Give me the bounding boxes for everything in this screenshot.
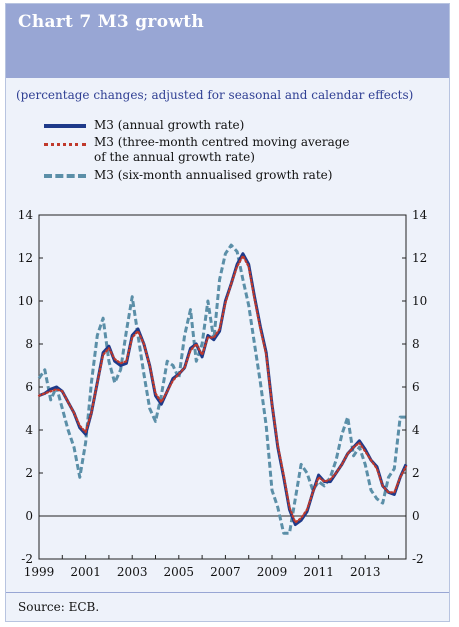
y-tick-label-left: 8 [25, 337, 33, 351]
x-tick-label: 2007 [210, 565, 241, 579]
y-tick-label-left: 12 [18, 251, 33, 265]
legend-swatch-dashed [44, 174, 86, 178]
y-tick-label-right: 0 [412, 509, 420, 523]
legend-swatch-solid [44, 124, 86, 128]
x-tick-label: 2003 [117, 565, 148, 579]
y-tick-label-right: 14 [412, 208, 428, 222]
x-tick-label: 2009 [257, 565, 288, 579]
source-note: Source: ECB. [18, 600, 100, 614]
title-band: Chart 7 M3 growth [6, 4, 449, 78]
x-tick-label: 2013 [350, 565, 381, 579]
plot-frame [38, 214, 407, 560]
legend-label: M3 (six-month annualised growth rate) [94, 168, 333, 182]
series-line-solid [38, 252, 408, 527]
y-tick-label-right: -2 [412, 552, 424, 566]
y-tick-label-left: 4 [25, 423, 33, 437]
chart-panel: Chart 7 M3 growth (percentage changes; a… [5, 3, 450, 622]
x-tick-label: 1999 [24, 565, 55, 579]
y-tick-label-right: 8 [412, 337, 420, 351]
y-tick-label-right: 6 [412, 380, 420, 394]
x-tick-label: 2011 [303, 565, 334, 579]
y-tick-label-left: 10 [18, 294, 33, 308]
y-tick-label-right: 4 [412, 423, 420, 437]
x-tick-label: 2001 [70, 565, 101, 579]
x-tick-label: 2005 [164, 565, 195, 579]
y-tick-label-left: 0 [25, 509, 33, 523]
y-tick-label-right: 10 [412, 294, 427, 308]
legend-swatch-dotted [44, 143, 86, 146]
series-line-dotted [37, 254, 408, 524]
y-tick-label-left: 2 [25, 466, 33, 480]
y-tick-label-left: -2 [21, 552, 33, 566]
y-tick-label-left: 14 [18, 208, 34, 222]
y-tick-label-right: 2 [412, 466, 420, 480]
chart-subtitle: (percentage changes; adjusted for season… [16, 88, 414, 102]
series-line-dashed [37, 243, 406, 535]
legend-label-continued: of the annual growth rate) [94, 150, 255, 164]
footer-divider [6, 592, 449, 593]
y-tick-label-right: 12 [412, 251, 427, 265]
legend-label: M3 (three-month centred moving average [94, 135, 350, 149]
line-chart: -2 -2 0 0 2 2 4 4 6 6 8 8 10 10 12 12 14 14 1999 2001 2003 20… [18, 208, 428, 579]
y-tick-label-left: 6 [25, 380, 33, 394]
chart-title: Chart 7 M3 growth [18, 12, 205, 32]
legend-label: M3 (annual growth rate) [94, 118, 245, 132]
